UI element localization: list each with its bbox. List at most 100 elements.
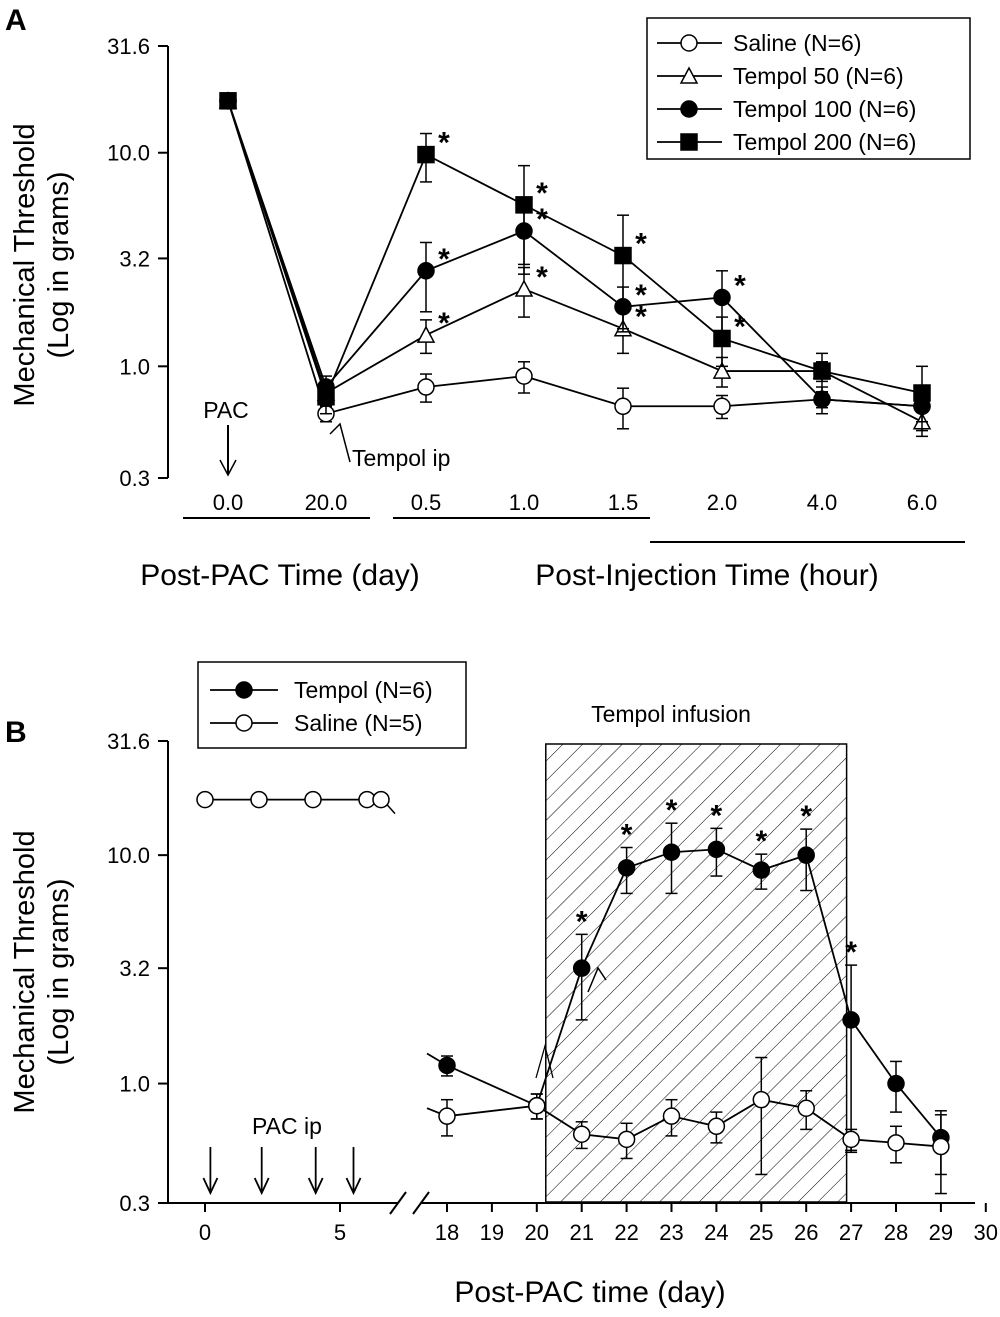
panel-b-point (752, 861, 771, 879)
panel-b-significance-marker: * (800, 800, 812, 833)
panel-b-legend-label: Saline (N=5) (294, 710, 422, 736)
panel-b-point (572, 959, 591, 977)
panel-b-point (707, 840, 726, 859)
panel-a: A Mechanical Threshold (Log in grams) 31… (5, 4, 971, 592)
panel-b-x-tick-label: 23 (659, 1220, 683, 1245)
panel-b-legend: Tempol (N=6) Saline (N=5) (197, 661, 467, 749)
panel-a-x-axis: 0.0 20.0 0.5 1.0 1.5 2.0 4.0 6.0 (183, 490, 965, 543)
panel-label-b: B (5, 716, 27, 749)
panel-a-significance-marker: * (734, 269, 746, 302)
panel-a-y-tick-label: 10.0 (107, 141, 150, 166)
panel-a-x-tick-label: 4.0 (807, 490, 838, 515)
panel-b-x-tick-label: 5 (334, 1220, 346, 1245)
panel-a-y-tick-label: 0.3 (119, 466, 150, 491)
panel-b-y-tick-label: 0.3 (119, 1191, 150, 1216)
panel-b-pac-arrows (202, 1147, 362, 1196)
panel-b-legend-label: Tempol (N=6) (294, 677, 433, 703)
panel-a-series-line (227, 100, 923, 423)
panel-a-y-ticks: 31.6 10.0 3.2 1.0 0.3 (107, 34, 168, 491)
panel-a-point (813, 362, 831, 380)
panel-b-baseline-caret (535, 1043, 554, 1079)
panel-a-x-tick-label: 6.0 (907, 490, 938, 515)
panel-b-pac-arrow-head (307, 1177, 324, 1196)
panel-b-x-ticks: 0 5 18 19 20 21 22 23 24 25 26 27 28 29 30 (199, 1203, 998, 1245)
panel-a-series-line (227, 100, 923, 408)
panel-b-significance-marker: * (711, 799, 723, 832)
panel-b-ylabel-line2: (Log in grams) (43, 879, 75, 1066)
panel-b-pac-arrow-head (345, 1177, 362, 1196)
panel-a-legend-label: Tempol 200 (N=6) (733, 129, 916, 155)
panel-b-point (842, 1011, 860, 1029)
panel-b-significance-marker: * (845, 936, 857, 969)
panel-a-point (913, 384, 931, 402)
panel-b-plot: * * * * * * * (196, 790, 950, 1195)
panel-a-significance-marker: * (438, 243, 450, 276)
panel-a-legend-marker (679, 66, 699, 84)
panel-b-baseline-series (196, 790, 396, 815)
panel-b-x-tick-label: 26 (794, 1220, 818, 1245)
panel-a-plot: ****** ***** (218, 91, 932, 438)
panel-b-point (752, 1090, 771, 1109)
panel-b-significance-marker: * (755, 825, 767, 858)
panel-b-point (617, 859, 636, 877)
panel-b: B Mechanical Threshold (Log in grams) 31… (5, 661, 998, 1309)
panel-a-pac-label: PAC (203, 397, 249, 423)
panel-a-x-tick-label: 2.0 (707, 490, 738, 515)
panel-b-pac-arrow-head (253, 1177, 270, 1196)
panel-a-x-tick-label: 1.5 (608, 490, 639, 515)
panel-b-x-tick-label: 28 (884, 1220, 908, 1245)
panel-a-significance-marker: * (536, 177, 548, 210)
panel-b-xlabel: Post-PAC time (day) (454, 1276, 725, 1309)
panel-b-point (528, 1096, 546, 1115)
panel-a-significance-marker: * (635, 301, 647, 334)
panel-a-tempol-ip-label: Tempol ip (352, 445, 450, 471)
panel-a-y-tick-label: 31.6 (107, 34, 150, 59)
panel-b-axis-break (389, 1191, 430, 1215)
panel-a-x-tick-label: 1.0 (509, 490, 540, 515)
panel-b-tempol-infusion-label: Tempol infusion (591, 701, 751, 727)
panel-b-point (797, 846, 815, 864)
panel-a-ylabel: Mechanical Threshold (Log in grams) (9, 123, 75, 406)
panel-a-point (417, 262, 435, 280)
panel-a-xlabel-hour: Post-Injection Time (hour) (535, 559, 878, 592)
panel-b-x-tick-label: 30 (974, 1220, 998, 1245)
panel-b-tempol-caret (587, 966, 607, 993)
panel-a-legend-label: Tempol 50 (N=6) (733, 63, 904, 89)
panel-a-x-tick-label: 0.0 (213, 490, 244, 515)
panel-b-x-tick-label: 22 (614, 1220, 638, 1245)
panel-b-point (887, 1134, 905, 1152)
panel-a-point (417, 378, 435, 396)
panel-b-point (797, 1099, 815, 1117)
panel-a-legend-label: Tempol 100 (N=6) (733, 96, 916, 122)
panel-b-point (707, 1117, 726, 1136)
panel-a-significance-marker: * (438, 307, 450, 340)
panel-b-point (932, 1137, 950, 1156)
panel-a-x-tick-label: 0.5 (411, 490, 442, 515)
panel-a-legend-marker (680, 133, 698, 151)
panel-a-series-line (227, 100, 923, 415)
panel-a-point (614, 397, 632, 416)
panel-a-y-tick-label: 1.0 (119, 354, 150, 379)
panel-b-y-tick-label: 1.0 (119, 1072, 150, 1097)
panel-a-series-line (227, 100, 923, 400)
panel-b-x-tick-label: 27 (839, 1220, 863, 1245)
panel-a-point (317, 388, 335, 406)
panel-a-significance-marker: * (438, 127, 450, 160)
panel-a-significance-marker: * (635, 228, 647, 261)
panel-b-point (572, 1125, 591, 1143)
panel-b-point (438, 1107, 456, 1125)
panel-b-x-tick-label: 19 (480, 1220, 504, 1245)
panel-b-x-tick-label: 29 (929, 1220, 953, 1245)
panel-b-legend-marker (235, 681, 253, 699)
panel-a-point (219, 92, 237, 110)
panel-b-x-tick-label: 0 (199, 1220, 211, 1245)
panel-a-significance-marker: * (536, 203, 548, 236)
panel-a-point (713, 397, 731, 416)
panel-a-y-tick-label: 3.2 (119, 246, 150, 271)
panel-b-significance-marker: * (576, 905, 588, 938)
panel-a-x-tick-label: 20.0 (305, 490, 348, 515)
panel-a-significance-marker: * (536, 261, 548, 294)
panel-a-point (515, 196, 533, 214)
panel-b-baseline-tail (386, 804, 396, 815)
